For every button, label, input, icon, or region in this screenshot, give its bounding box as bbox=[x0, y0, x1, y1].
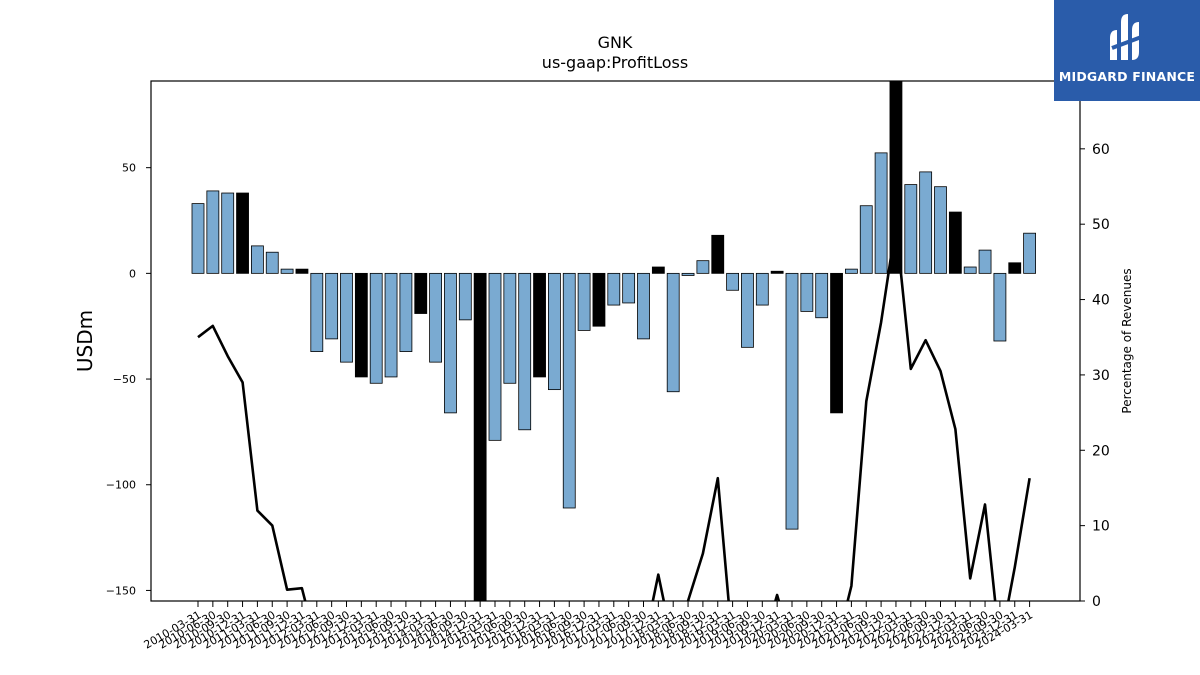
bar bbox=[904, 184, 918, 274]
plot-frame bbox=[150, 80, 1081, 602]
bar bbox=[1023, 232, 1036, 274]
bar bbox=[637, 272, 650, 340]
bar bbox=[488, 272, 502, 441]
y-right-tick-label: 50 bbox=[1092, 217, 1110, 233]
right-axis: 0 10 20 30 40 50 60 bbox=[1080, 142, 1110, 610]
bar bbox=[325, 272, 339, 340]
bar bbox=[830, 272, 843, 414]
bar bbox=[785, 272, 799, 530]
brand-name: MIDGARD FINANCE bbox=[1058, 69, 1196, 84]
bar bbox=[681, 272, 695, 276]
bar bbox=[562, 272, 576, 509]
bar bbox=[845, 268, 858, 274]
bar bbox=[622, 272, 636, 304]
bar bbox=[236, 192, 249, 274]
bar bbox=[191, 203, 205, 274]
bar bbox=[548, 272, 561, 391]
y-right-tick-label: 30 bbox=[1092, 368, 1110, 384]
x-axis: 2010-03-312010-06-302010-09-302010-12-31… bbox=[142, 601, 1035, 652]
y-tick-label: 50 bbox=[122, 162, 136, 175]
midgard-logo-icon bbox=[1110, 14, 1145, 60]
bar bbox=[696, 260, 710, 274]
bar bbox=[265, 251, 279, 274]
bar bbox=[250, 245, 264, 274]
bar bbox=[473, 272, 487, 601]
bar bbox=[755, 272, 769, 306]
bar bbox=[889, 81, 903, 274]
line-group bbox=[197, 222, 1031, 601]
y-axis-label-right: Percentage of Revenues bbox=[1120, 268, 1134, 413]
bar bbox=[711, 234, 725, 274]
series-line bbox=[197, 222, 1031, 601]
bar bbox=[340, 272, 353, 363]
bar bbox=[458, 272, 472, 321]
bar bbox=[800, 272, 814, 312]
bar bbox=[399, 272, 413, 352]
bar bbox=[651, 266, 665, 274]
bar bbox=[726, 272, 739, 291]
chart-title: GNK bbox=[598, 33, 633, 52]
bar bbox=[666, 272, 680, 393]
bar bbox=[414, 272, 428, 314]
bar bbox=[280, 268, 294, 274]
bar bbox=[948, 211, 962, 274]
bar bbox=[577, 272, 591, 331]
bar bbox=[963, 266, 977, 274]
bar bbox=[533, 272, 546, 378]
bar bbox=[770, 270, 784, 274]
bar bbox=[607, 272, 621, 306]
left-axis: −150 −100 −50 0 50 bbox=[106, 162, 151, 597]
y-tick-label: −50 bbox=[113, 373, 136, 386]
bar bbox=[592, 272, 606, 327]
y-tick-label: −150 bbox=[106, 584, 136, 597]
bar bbox=[859, 205, 873, 274]
bar bbox=[978, 249, 992, 274]
y-tick-label: 0 bbox=[129, 267, 136, 280]
bar bbox=[429, 272, 443, 363]
chart-subtitle: us-gaap:ProfitLoss bbox=[542, 53, 688, 72]
bar bbox=[295, 268, 309, 274]
bar bbox=[354, 272, 368, 378]
bar bbox=[503, 272, 517, 384]
y-axis-label: USDm bbox=[73, 310, 97, 372]
bar bbox=[993, 272, 1007, 342]
bar bbox=[310, 272, 324, 352]
bar bbox=[369, 272, 383, 384]
brand-logo: MIDGARD FINANCE bbox=[1054, 0, 1200, 101]
bar bbox=[1008, 262, 1022, 274]
bar bbox=[221, 192, 235, 274]
y-right-tick-label: 0 bbox=[1092, 594, 1101, 610]
bar bbox=[741, 272, 754, 348]
bar bbox=[874, 152, 888, 274]
bar bbox=[384, 272, 398, 378]
bar bbox=[206, 190, 220, 274]
bar bbox=[444, 272, 457, 414]
y-right-tick-label: 60 bbox=[1092, 142, 1110, 158]
y-right-tick-label: 10 bbox=[1092, 519, 1110, 535]
bar bbox=[815, 272, 829, 319]
bar bbox=[934, 186, 947, 274]
y-right-tick-label: 40 bbox=[1092, 293, 1110, 309]
bars-group bbox=[191, 81, 1036, 601]
bar bbox=[518, 272, 532, 431]
bar bbox=[919, 171, 933, 274]
y-tick-label: −100 bbox=[106, 479, 136, 492]
y-right-tick-label: 20 bbox=[1092, 443, 1110, 459]
